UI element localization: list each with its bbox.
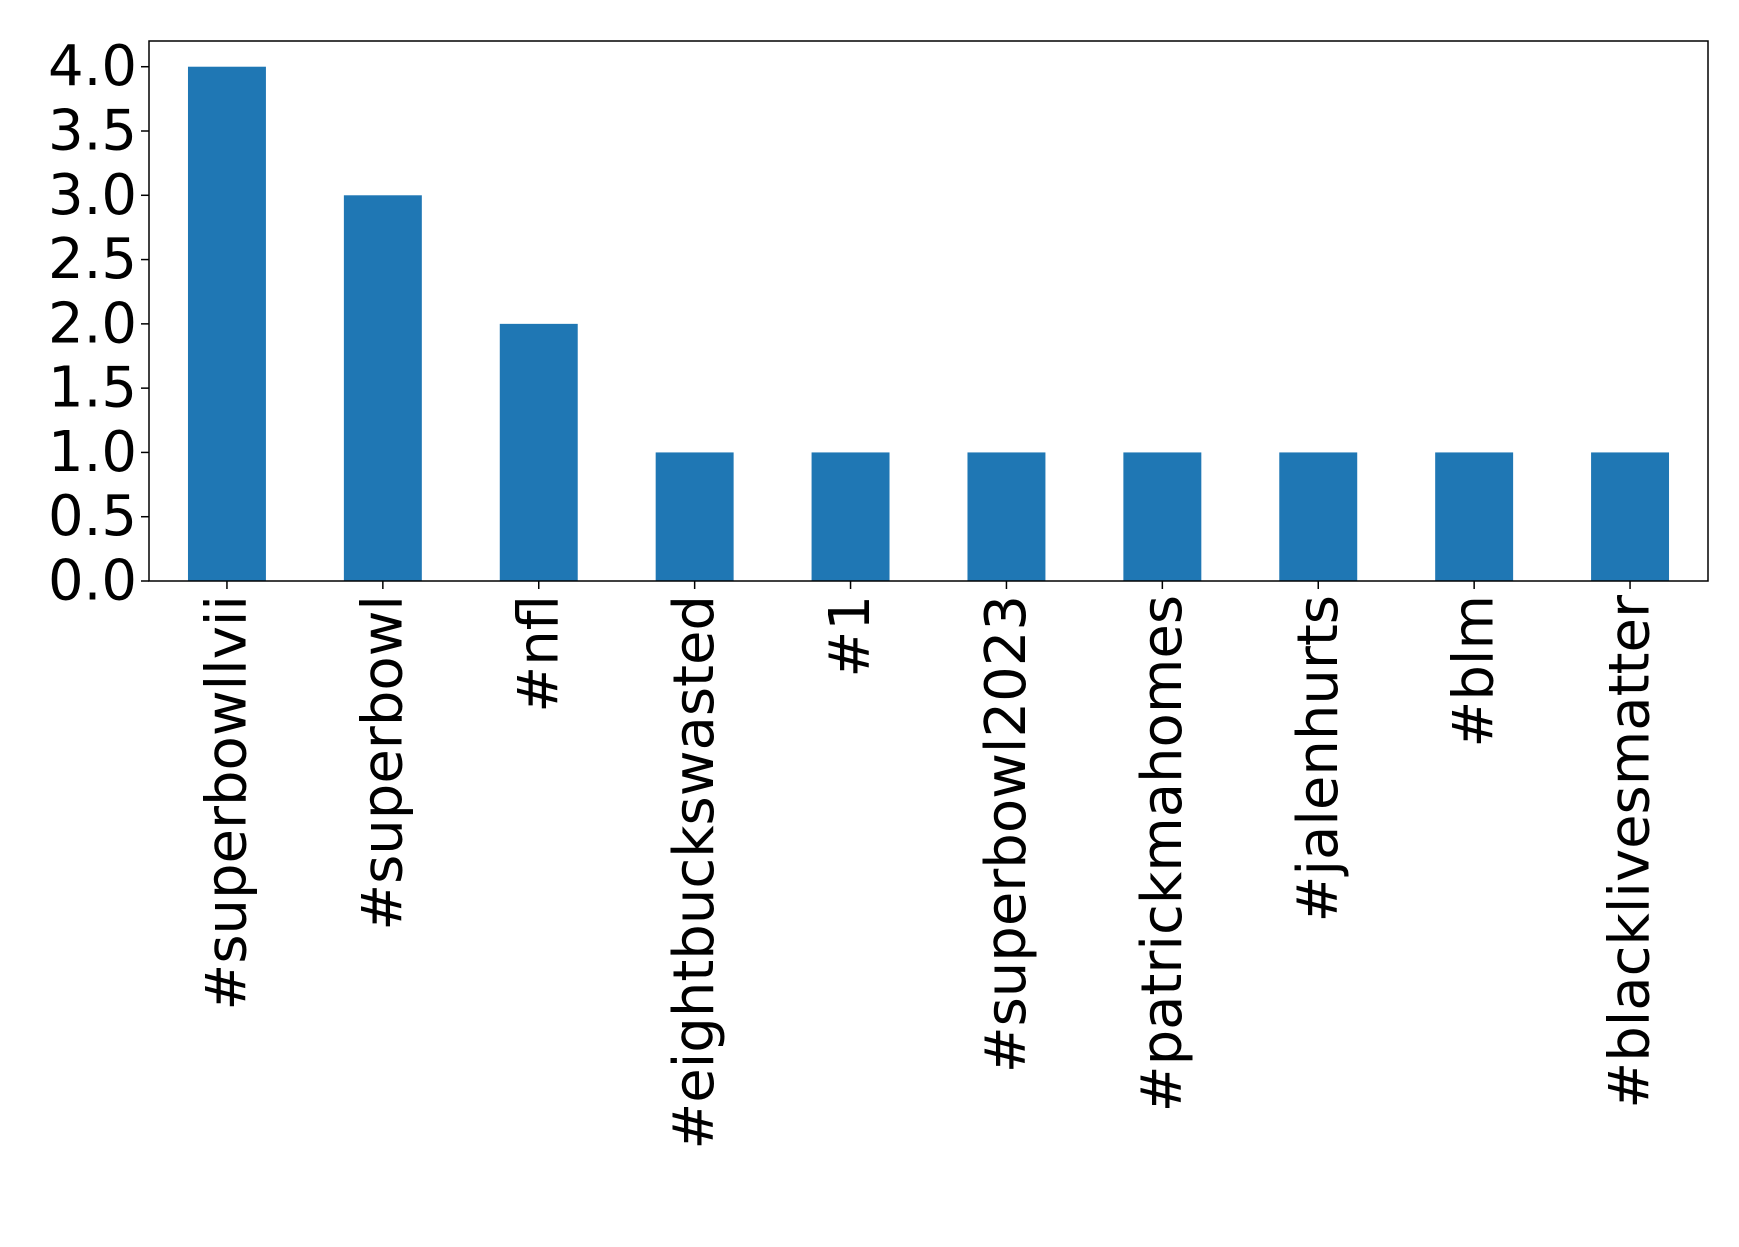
y-tick-label: 3.5	[48, 99, 137, 164]
bar	[1591, 452, 1670, 581]
x-tick-label: #superbowl	[350, 595, 415, 931]
y-tick-label: 0.5	[48, 484, 137, 549]
bar	[1435, 452, 1514, 581]
x-tick-label: #1	[818, 595, 883, 678]
x-tick-label: #superbowllvii	[194, 595, 259, 1011]
bar	[655, 452, 734, 581]
y-tick-label: 1.0	[48, 420, 137, 485]
x-tick-label: #blacklivesmatter	[1598, 594, 1663, 1109]
x-tick-label: #eightbuckswasted	[662, 595, 727, 1150]
x-tick-label: #blm	[1442, 595, 1507, 748]
x-tick-label: #nfl	[506, 595, 571, 713]
plot-frame	[148, 40, 1709, 582]
y-tick-label: 2.5	[48, 227, 137, 292]
bar	[187, 66, 266, 581]
x-tick-label: #jalenhurts	[1286, 595, 1351, 922]
x-tick-label: #patrickmahomes	[1130, 595, 1195, 1112]
bar	[1279, 452, 1358, 581]
y-tick-label: 2.0	[48, 291, 137, 356]
y-tick-label: 3.0	[48, 163, 137, 228]
bar	[967, 452, 1046, 581]
bar	[499, 323, 578, 581]
y-tick-label: 4.0	[48, 34, 137, 99]
x-tick-label: #superbowl2023	[974, 595, 1039, 1073]
bar	[343, 195, 422, 582]
bar	[811, 452, 890, 581]
bar	[1123, 452, 1202, 581]
y-tick-label: 0.0	[48, 549, 137, 614]
y-tick-label: 1.5	[48, 356, 137, 421]
